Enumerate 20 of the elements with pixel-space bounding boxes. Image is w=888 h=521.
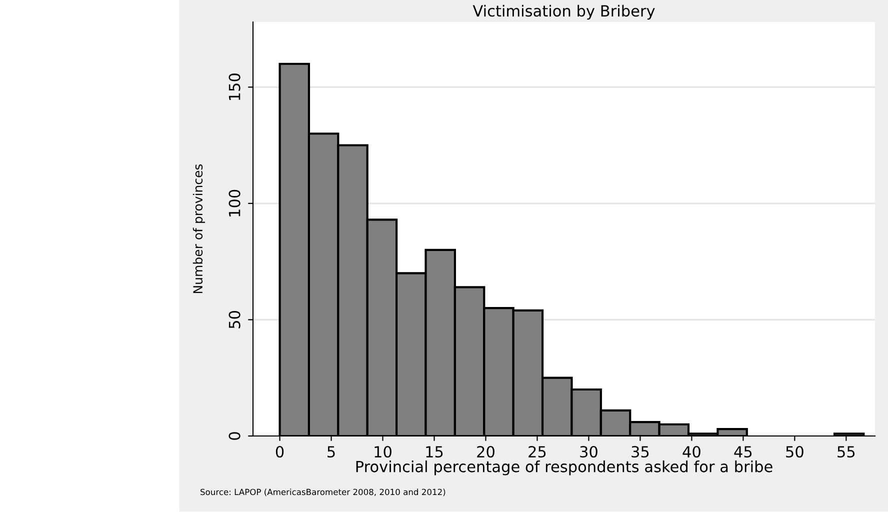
x-tick-label: 35 — [632, 446, 649, 458]
chart-title: Victimisation by Bribery — [472, 4, 655, 20]
y-axis-title: Number of provinces — [192, 164, 205, 294]
y-tick-label: 100 — [228, 190, 240, 216]
x-tick-label: 10 — [374, 446, 392, 458]
x-tick-label: 40 — [682, 446, 700, 458]
x-tick-label: 5 — [328, 446, 335, 458]
x-tick-label: 50 — [786, 446, 804, 458]
x-tick-label: 0 — [276, 446, 284, 458]
y-tick-label: 0 — [228, 432, 240, 440]
x-axis-title: Provincial percentage of respondents asked for a bribe — [356, 460, 772, 476]
x-tick-label: 30 — [580, 446, 598, 458]
x-tick-label: 45 — [734, 446, 752, 458]
y-tick-label: 50 — [228, 311, 240, 328]
x-tick-label: 15 — [426, 446, 443, 458]
source-note: Source: LAPOP (AmericasBarometer 2008, 2010 and 2012) — [200, 488, 446, 496]
x-tick-label: 20 — [477, 446, 494, 458]
x-tick-label: 55 — [838, 446, 855, 458]
x-tick-label: 25 — [528, 446, 546, 458]
y-tick-label: 150 — [228, 74, 240, 100]
